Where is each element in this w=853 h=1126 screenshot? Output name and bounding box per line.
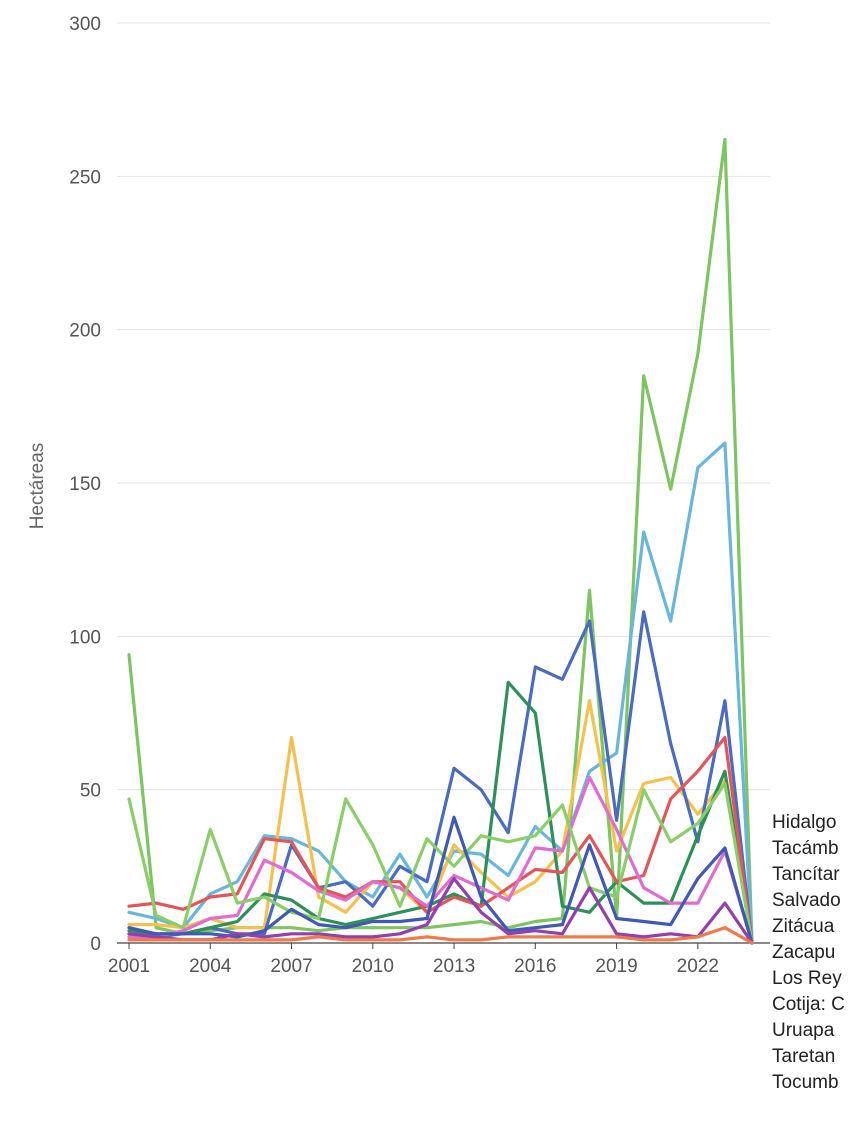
x-tick-label: 2001 [108, 956, 150, 977]
x-tick-label: 2019 [595, 956, 637, 977]
legend-item[interactable]: Tacámb [772, 838, 839, 859]
legend-item[interactable]: Los Rey [772, 968, 842, 989]
y-axis-ticks: 0 50 100 150 200 250 300 [69, 14, 101, 955]
y-tick-label: 300 [69, 14, 101, 35]
legend-item[interactable]: Cotija: C [772, 994, 845, 1015]
gridlines [117, 22, 770, 791]
series-line-6[interactable] [127, 735, 754, 945]
series-line-11[interactable] [127, 926, 754, 945]
y-tick-label: 50 [80, 781, 101, 802]
x-tick-label: 2022 [677, 956, 719, 977]
series-line-10[interactable] [127, 876, 754, 945]
series-line-3[interactable] [127, 699, 754, 945]
x-tick-label: 2007 [270, 956, 312, 977]
legend-item[interactable]: Zacapu [772, 942, 836, 963]
x-tick-label: 2013 [433, 956, 475, 977]
y-tick-label: 250 [69, 167, 101, 188]
legend-item[interactable]: Zitácua [772, 916, 835, 937]
y-axis-label: Hectáreas [27, 443, 48, 530]
legend-item[interactable]: Uruapa [772, 1020, 835, 1041]
x-axis-ticks: 2001 2004 2007 2010 2013 2016 2019 2022 [108, 943, 719, 977]
legend-item[interactable]: Tocumb [772, 1072, 839, 1093]
legend-item[interactable]: Taretan [772, 1046, 836, 1067]
series-line-4[interactable] [127, 610, 754, 945]
series-line-7[interactable] [127, 775, 754, 945]
legend: Hidalgo Tacámb Tancítar Salvado Zitácua Zacap… [772, 810, 853, 1096]
y-tick-label: 150 [69, 474, 101, 495]
x-tick-label: 2010 [352, 956, 394, 977]
x-tick-label: 2016 [514, 956, 556, 977]
series-line-1[interactable] [127, 137, 754, 945]
y-tick-label: 200 [69, 321, 101, 342]
series-lines [127, 137, 754, 945]
series-line-8[interactable] [127, 781, 754, 945]
legend-item[interactable]: Tancítar [772, 864, 840, 885]
x-tick-label: 2004 [189, 956, 232, 977]
y-tick-label: 0 [90, 934, 101, 955]
legend-item[interactable]: Hidalgo [772, 812, 837, 833]
legend-item[interactable]: Salvado [772, 890, 841, 911]
y-tick-label: 100 [69, 627, 101, 648]
